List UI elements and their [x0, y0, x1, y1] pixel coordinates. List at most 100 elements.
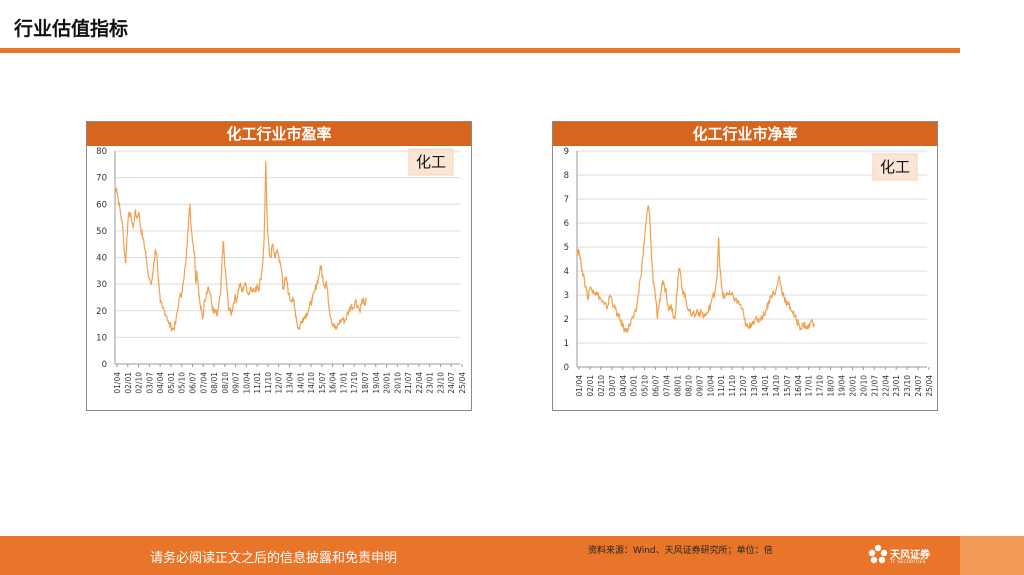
x-tick-label: 02/10	[135, 372, 144, 394]
pe-ratio-panel: 化工行业市盈率 0 10 20 30 40 50 60 70 80 01/04 02/01 02/10…	[86, 121, 472, 411]
x-tick-label: 14/10	[307, 372, 316, 394]
x-tick-label: 22/04	[415, 372, 424, 394]
y-tick-label: 6	[564, 219, 569, 229]
brand-subtitle: TF SECURITIES	[890, 560, 926, 565]
legend-box	[408, 148, 454, 176]
x-tick-label: 06/07	[652, 375, 661, 397]
flower-logo-icon	[868, 544, 888, 564]
x-tick-label: 07/04	[663, 375, 672, 397]
x-tick-label: 20/01	[383, 372, 392, 394]
pe-ratio-chart-title: 化工行业市盈率	[87, 122, 471, 146]
y-tick-label: 50	[96, 227, 107, 237]
x-tick-label: 17/10	[816, 375, 825, 397]
x-tick-label: 14/01	[296, 372, 305, 394]
x-tick-label: 08/10	[221, 372, 230, 394]
x-tick-label: 16/04	[794, 375, 803, 397]
x-tick-label: 11/01	[717, 375, 726, 397]
x-tick-label: 17/10	[350, 372, 359, 394]
x-tick-label: 05/10	[178, 372, 187, 394]
x-tick-label: 02/10	[597, 375, 606, 397]
x-tick-label: 12/07	[739, 375, 748, 397]
pb-ratio-chart: 0 1 2 3 4 5 6 7 8 9 01/04 02/01 02/10 03/07 04/04 05/01…	[564, 147, 934, 397]
x-tick-label: 05/10	[641, 375, 650, 397]
y-tick-label: 4	[564, 267, 569, 277]
x-tick-label: 25/04	[925, 375, 934, 397]
source-note: 资料来源：Wind、天风证券研究所；单位：倍	[588, 546, 773, 556]
x-tick-label: 23/01	[892, 375, 901, 397]
x-tick-label: 01/04	[113, 372, 122, 394]
page-title: 行业估值指标	[14, 18, 129, 40]
x-tick-label: 11/10	[728, 375, 737, 397]
pe-ratio-chart: 0 10 20 30 40 50 60 70 80 01/04 02/01 02/10 03/07 04/…	[96, 147, 467, 394]
x-tick-label: 14/01	[761, 375, 770, 397]
y-tick-label: 10	[96, 333, 107, 343]
x-tick-label: 08/01	[210, 372, 219, 394]
x-tick-label: 13/04	[750, 375, 759, 397]
x-tick-label: 08/01	[673, 375, 682, 397]
x-tick-label: 20/01	[848, 375, 857, 397]
x-tick-label: 16/04	[329, 372, 338, 394]
x-tick-label: 13/04	[286, 372, 295, 394]
y-tick-label: 60	[96, 200, 107, 210]
series-line	[576, 205, 815, 334]
footer-bar: 请务必阅读正文之后的信息披露和免责申明 天风证券 TF SECURITIES	[0, 536, 1024, 575]
x-tick-label: 02/01	[586, 375, 595, 397]
y-tick-label: 2	[564, 315, 569, 325]
legend-label: 化工	[416, 153, 446, 171]
x-tick-label: 11/01	[253, 372, 262, 394]
x-tick-label: 21/07	[870, 375, 879, 397]
y-tick-label: 30	[96, 280, 107, 290]
x-tick-label: 04/04	[156, 372, 165, 394]
x-tick-label: 19/04	[838, 375, 847, 397]
y-tick-label: 40	[96, 254, 107, 264]
x-tick-label: 23/01	[426, 372, 435, 394]
y-tick-label: 1	[564, 339, 569, 349]
brand-logo: 天风证券 TF SECURITIES	[868, 543, 930, 569]
y-tick-label: 0	[564, 363, 569, 373]
x-tick-label: 23/10	[903, 375, 912, 397]
x-tick-label: 24/07	[914, 375, 923, 397]
x-tick-label: 07/04	[199, 372, 208, 394]
y-tick-label: 20	[96, 307, 107, 317]
x-tick-label: 12/07	[275, 372, 284, 394]
x-tick-label: 18/07	[361, 372, 370, 394]
x-tick-label: 04/04	[619, 375, 628, 397]
y-tick-label: 9	[564, 147, 569, 157]
x-tick-label: 02/01	[124, 372, 133, 394]
x-tick-label: 20/10	[859, 375, 868, 397]
x-tick-label: 10/04	[242, 372, 251, 394]
legend-box	[872, 153, 918, 181]
y-tick-label: 5	[564, 243, 569, 253]
x-tick-label: 23/10	[436, 372, 445, 394]
footer-accent	[960, 536, 1024, 575]
legend-label: 化工	[880, 158, 910, 176]
x-tick-label: 05/01	[167, 372, 176, 394]
x-tick-label: 11/10	[264, 372, 273, 394]
y-tick-label: 3	[564, 291, 569, 301]
brand-name: 天风证券	[890, 550, 930, 561]
x-tick-label: 06/07	[188, 372, 197, 394]
x-tick-label: 15/07	[783, 375, 792, 397]
x-tick-label: 18/07	[827, 375, 836, 397]
x-tick-label: 08/10	[684, 375, 693, 397]
x-tick-label: 09/07	[232, 372, 241, 394]
y-tick-label: 7	[564, 195, 569, 205]
x-tick-label: 14/10	[772, 375, 781, 397]
x-tick-label: 21/07	[404, 372, 413, 394]
series-line	[114, 161, 367, 332]
x-tick-label: 22/04	[881, 375, 890, 397]
x-tick-label: 20/10	[393, 372, 402, 394]
x-tick-label: 19/04	[372, 372, 381, 394]
pb-ratio-chart-title: 化工行业市净率	[553, 122, 937, 146]
x-tick-label: 15/07	[318, 372, 327, 394]
x-tick-label: 25/04	[458, 372, 467, 394]
x-tick-label: 17/01	[339, 372, 348, 394]
x-tick-label: 03/07	[145, 372, 154, 394]
disclaimer-link[interactable]: 请务必阅读正文之后的信息披露和免责申明	[150, 551, 398, 566]
x-tick-label: 01/04	[575, 375, 584, 397]
title-rule	[0, 48, 960, 53]
x-tick-label: 09/07	[695, 375, 704, 397]
x-tick-label: 10/04	[706, 375, 715, 397]
y-tick-label: 70	[96, 174, 107, 184]
x-tick-label: 17/01	[805, 375, 814, 397]
